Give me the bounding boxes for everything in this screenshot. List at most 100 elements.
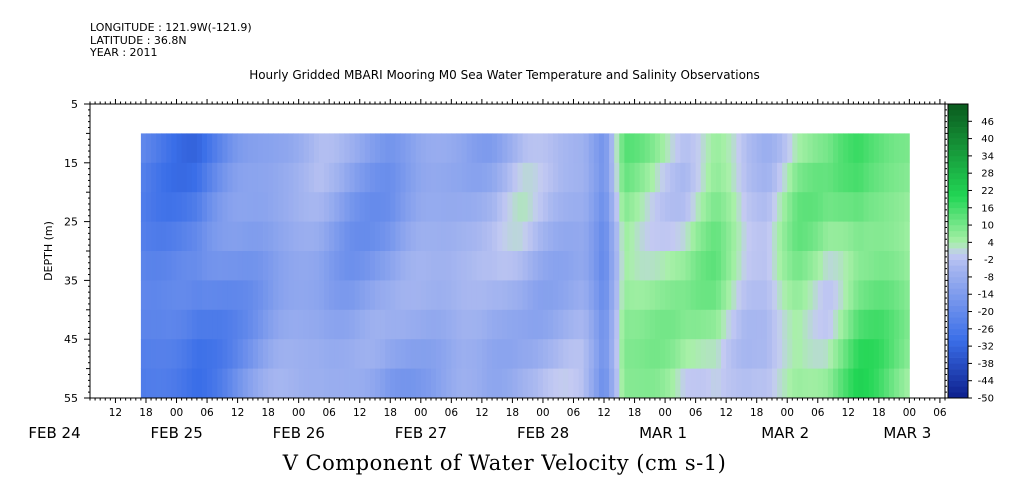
heatmap-cell xyxy=(181,133,188,164)
heatmap-cell xyxy=(614,309,620,340)
heatmap-cell xyxy=(654,192,661,222)
heatmap-cell xyxy=(400,368,406,399)
heatmap-cell xyxy=(751,221,758,252)
heatmap-cell xyxy=(186,280,193,311)
heatmap-cell xyxy=(588,251,595,281)
heatmap-cell xyxy=(833,133,839,164)
heatmap-cell xyxy=(242,162,249,193)
heatmap-cell xyxy=(670,133,676,164)
heatmap-cell xyxy=(588,133,595,164)
heatmap-cell xyxy=(578,192,585,222)
heatmap-cell xyxy=(349,162,356,193)
heatmap-cell xyxy=(446,221,452,252)
heatmap-cell xyxy=(329,133,335,164)
heatmap-cell xyxy=(166,368,172,399)
heatmap-cell xyxy=(756,339,763,369)
heatmap-cell xyxy=(878,251,885,281)
heatmap-cell xyxy=(675,192,681,222)
heatmap-cell xyxy=(268,309,274,340)
heatmap-cell xyxy=(324,162,330,193)
heatmap-cell xyxy=(741,309,747,340)
heatmap-cell xyxy=(486,309,493,340)
y-tick-label: 55 xyxy=(64,392,78,405)
x-day-label: FEB 25 xyxy=(151,424,203,442)
heatmap-cell xyxy=(207,192,213,222)
heatmap-cell xyxy=(807,251,814,281)
heatmap-cell xyxy=(380,368,386,399)
heatmap-cell xyxy=(822,309,829,340)
heatmap-cell xyxy=(899,309,905,340)
heatmap-cell xyxy=(502,162,508,193)
heatmap-cell xyxy=(212,309,218,340)
heatmap-cell xyxy=(430,368,437,399)
heatmap-cell xyxy=(400,339,406,369)
heatmap-cell xyxy=(609,133,615,164)
heatmap-cell xyxy=(889,309,895,340)
heatmap-cell xyxy=(792,192,798,222)
heatmap-cell xyxy=(619,280,625,311)
heatmap-cell xyxy=(777,309,783,340)
heatmap-cell xyxy=(802,251,808,281)
heatmap-cell xyxy=(756,309,763,340)
colorbar-swatch xyxy=(948,323,968,330)
heatmap-cell xyxy=(598,133,605,164)
heatmap-cell xyxy=(298,309,305,340)
heatmap-cell xyxy=(558,309,564,340)
heatmap-cell xyxy=(634,192,641,222)
heatmap-cell xyxy=(726,368,732,399)
colorbar-swatch xyxy=(948,155,968,162)
heatmap-cell xyxy=(588,192,595,222)
heatmap-cell xyxy=(140,339,147,369)
heatmap-cell xyxy=(843,192,849,222)
heatmap-cell xyxy=(339,309,345,340)
heatmap-cell xyxy=(517,133,523,164)
heatmap-cell xyxy=(609,251,615,281)
heatmap-cell xyxy=(889,162,895,193)
heatmap-cell xyxy=(242,133,249,164)
heatmap-cell xyxy=(848,162,854,193)
heatmap-cell xyxy=(145,221,152,252)
heatmap-cell xyxy=(807,280,814,311)
colorbar-swatch xyxy=(948,288,968,295)
heatmap-cell xyxy=(207,280,213,311)
heatmap-cell xyxy=(868,280,875,311)
heatmap-cell xyxy=(329,221,335,252)
heatmap-cell xyxy=(761,309,768,340)
heatmap-cell xyxy=(222,221,228,252)
x-day-label: FEB 24 xyxy=(28,424,80,442)
heatmap-cell xyxy=(145,133,152,164)
heatmap-cell xyxy=(797,309,803,340)
heatmap-cell xyxy=(695,339,702,369)
heatmap-cell xyxy=(878,221,885,252)
heatmap-cell xyxy=(497,251,503,281)
heatmap-cell xyxy=(176,192,183,222)
heatmap-cell xyxy=(517,339,523,369)
heatmap-cell xyxy=(736,133,742,164)
heatmap-cell xyxy=(436,339,442,369)
heatmap-cell xyxy=(207,309,213,340)
heatmap-cell xyxy=(868,251,875,281)
heatmap-cell xyxy=(166,192,172,222)
heatmap-cell xyxy=(731,221,737,252)
heatmap-cell xyxy=(690,309,697,340)
heatmap-cell xyxy=(527,368,534,399)
heatmap-cell xyxy=(334,309,340,340)
heatmap-cell xyxy=(578,221,585,252)
heatmap-cell xyxy=(212,192,218,222)
heatmap-cell xyxy=(380,133,386,164)
heatmap-cell xyxy=(619,339,625,369)
heatmap-cell xyxy=(507,221,513,252)
heatmap-cell xyxy=(685,368,691,399)
heatmap-cell xyxy=(771,339,778,369)
heatmap-cell xyxy=(853,162,859,193)
heatmap-cell xyxy=(604,221,610,252)
heatmap-cell xyxy=(222,368,228,399)
heatmap-cell xyxy=(201,251,208,281)
heatmap-cell xyxy=(833,280,839,311)
heatmap-cell xyxy=(171,192,177,222)
heatmap-cell xyxy=(685,309,691,340)
heatmap-cell xyxy=(680,251,686,281)
heatmap-cell xyxy=(522,368,529,399)
heatmap-cell xyxy=(644,133,651,164)
heatmap-cell xyxy=(451,221,457,252)
